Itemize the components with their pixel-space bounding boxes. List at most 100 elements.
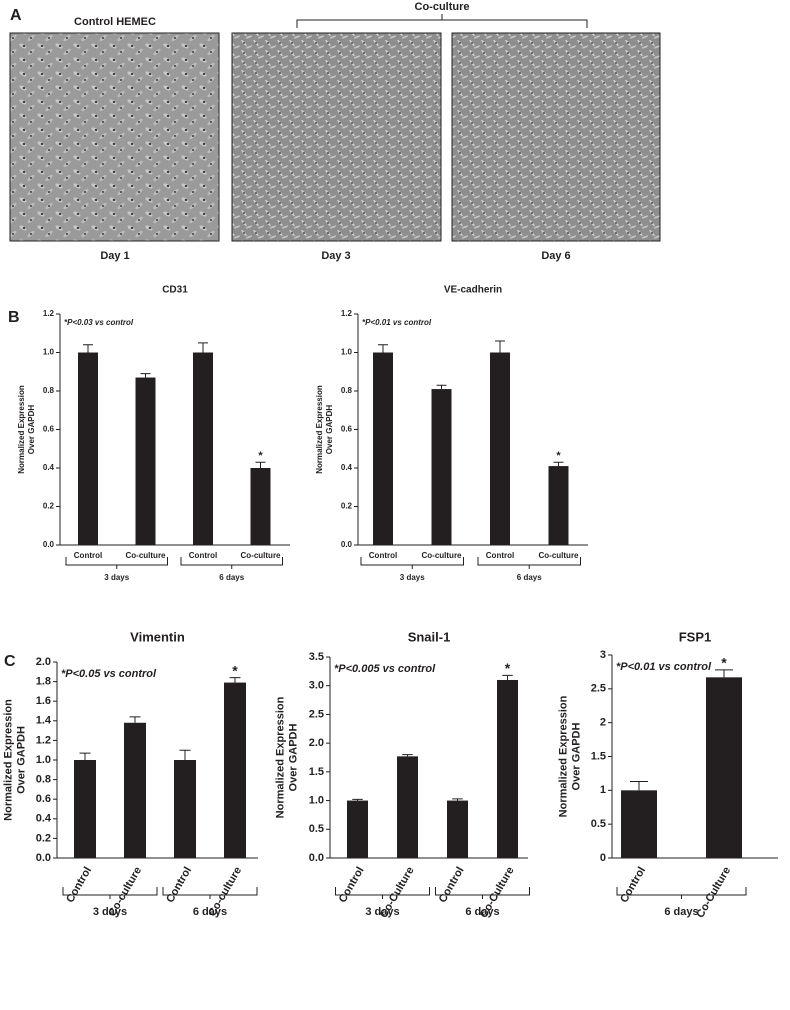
y-tick-label: 3.0 [309, 680, 324, 692]
y-tick-label: 0.4 [341, 463, 353, 472]
group-bracket [616, 887, 747, 899]
error-bar [495, 340, 505, 353]
y-tick-label: 0.2 [341, 502, 353, 511]
annotation: *P<0.005 vs control [334, 663, 436, 675]
chart-title: FSP1 [679, 629, 712, 644]
error-bar [229, 677, 241, 683]
micrograph [9, 32, 220, 242]
error-bar [198, 342, 208, 353]
error-bar [436, 384, 447, 390]
significance: * [258, 450, 263, 462]
chart-title: VE-cadherin [444, 285, 502, 296]
error-bar [502, 674, 513, 680]
y-tick-label: 1.2 [341, 309, 353, 318]
micrograph-label: Control HEMEC [74, 16, 156, 28]
micrograph [231, 32, 442, 242]
y-tick-label: 0.8 [36, 774, 51, 786]
group-bracket [477, 557, 581, 569]
bar [174, 760, 196, 858]
annotation: *P<0.01 vs control [362, 318, 432, 327]
panel-label: C [4, 653, 16, 670]
y-tick-label: 1.0 [341, 348, 353, 357]
bar [224, 682, 246, 858]
error-bar [352, 798, 363, 801]
y-tick-label: 0.6 [341, 425, 353, 434]
y-tick-label: 1.8 [36, 676, 51, 688]
error-bar [129, 716, 141, 723]
y-tick-label: 1.6 [36, 695, 51, 707]
y-axis-label: Normalized Expression [2, 699, 14, 821]
y-axis-label: Over GAPDH [570, 723, 582, 791]
significance: * [721, 655, 727, 671]
bar [78, 352, 98, 545]
group-label: 3 days [104, 573, 129, 582]
y-tick-label: 0.5 [309, 823, 324, 835]
annotation: *P<0.03 vs control [64, 318, 134, 327]
x-tick-label: Control [74, 551, 102, 560]
bar [490, 352, 510, 545]
y-tick-label: 0.8 [43, 386, 55, 395]
y-tick-label: 1.4 [36, 715, 52, 727]
group-bracket [335, 887, 430, 899]
chart-title: CD31 [162, 285, 188, 296]
bar [706, 677, 742, 858]
bar [548, 466, 569, 545]
y-axis-label: Over GAPDH [27, 405, 36, 455]
y-axis-label: Normalized Expression [17, 385, 26, 474]
y-tick-label: 0.2 [36, 832, 51, 844]
y-tick-label: 1.5 [309, 766, 324, 778]
bar [124, 722, 146, 858]
y-tick-label: 1 [600, 784, 606, 796]
significance: * [556, 450, 561, 462]
y-axis-label: Over GAPDH [287, 724, 299, 792]
micrograph [451, 32, 661, 242]
y-tick-label: 0.0 [43, 540, 55, 549]
y-axis-label: Normalized Expression [315, 385, 324, 474]
bar [74, 760, 96, 858]
bracket [296, 14, 588, 28]
x-tick-label: Control [164, 865, 194, 905]
day-label: Day 6 [541, 250, 570, 262]
y-tick-label: 0.0 [36, 852, 51, 864]
y-tick-label: 0.6 [36, 793, 51, 805]
day-label: Day 3 [321, 250, 350, 262]
group-bracket [180, 557, 283, 569]
bar [447, 800, 468, 858]
y-tick-label: 0 [600, 852, 606, 864]
group-bracket [65, 557, 168, 569]
y-axis-label: Normalized Expression [274, 696, 286, 818]
group-label: 6 days [465, 906, 499, 918]
y-tick-label: 2.0 [36, 656, 51, 668]
error-bar [630, 781, 648, 791]
micrograph-label: Co-culture [415, 1, 470, 13]
x-tick-label: Co-culture [539, 551, 580, 560]
y-tick-label: 2.0 [309, 737, 324, 749]
group-label: 3 days [365, 906, 399, 918]
panel-label: B [8, 309, 20, 326]
y-axis-label: Over GAPDH [15, 726, 27, 794]
chart-title: Vimentin [130, 629, 185, 644]
error-bar [378, 344, 388, 353]
y-tick-label: 1.5 [591, 750, 606, 762]
group-label: 3 days [400, 573, 425, 582]
x-tick-label: Control [189, 551, 217, 560]
x-tick-label: Control [64, 865, 94, 905]
error-bar [402, 754, 413, 757]
x-tick-label: Control [337, 865, 367, 905]
group-label: 6 days [517, 573, 542, 582]
y-axis-label: Over GAPDH [325, 405, 334, 455]
error-bar [79, 752, 91, 760]
y-tick-label: 0.6 [43, 425, 55, 434]
error-bar [553, 461, 564, 467]
bar [373, 352, 393, 545]
y-tick-label: 0.2 [43, 502, 55, 511]
bar [135, 377, 156, 545]
y-tick-label: 1.0 [36, 754, 51, 766]
y-tick-label: 0.0 [309, 852, 324, 864]
group-label: 6 days [219, 573, 244, 582]
error-bar [179, 749, 191, 760]
x-tick-label: Control [618, 865, 648, 905]
y-tick-label: 2.5 [591, 683, 606, 695]
y-tick-label: 1.2 [36, 734, 51, 746]
